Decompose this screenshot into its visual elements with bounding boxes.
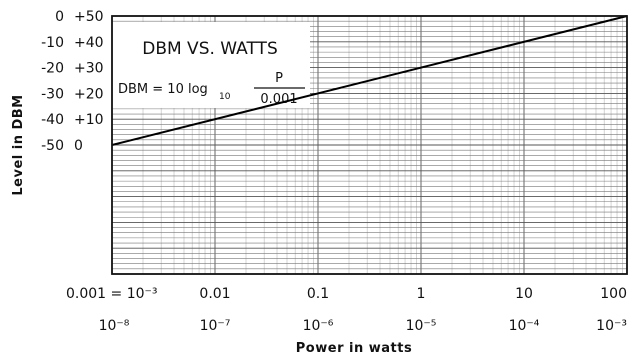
series-line <box>111 15 628 146</box>
x-axis-title: Power in watts <box>296 341 412 356</box>
chart-title: DBM VS. WATTS <box>142 39 278 59</box>
y-axis-title: Level in DBM <box>11 94 26 195</box>
x-bottom-tick-label: 10⁻⁸ <box>99 318 130 334</box>
y-right-tick-label: +50 <box>74 9 104 25</box>
title-box: DBM VS. WATTS DBM = 10 log 10 P 0.001 <box>110 22 310 108</box>
formula-subscript: 10 <box>219 92 231 102</box>
y-left-tick-label: -30 <box>41 86 64 102</box>
y-right-tick-label: 0 <box>74 138 83 154</box>
y-left-tick-label: 0 <box>55 9 64 25</box>
y-right-tick-label: +10 <box>74 112 104 128</box>
x-top-tick-label: 1 <box>417 286 426 302</box>
x-bottom-tick-label: 10⁻⁴ <box>509 318 540 334</box>
y-left-tick-label: -50 <box>41 138 64 154</box>
y-left-tick-label: -10 <box>41 35 64 51</box>
x-top-tick-label: 10 <box>515 286 533 302</box>
formula-numerator: P <box>275 71 283 86</box>
x-top-tick-label: 0.01 <box>199 286 230 302</box>
y-left-tick-label: -20 <box>41 61 64 77</box>
y-right-tick-label: +20 <box>74 86 104 102</box>
plot-frame <box>111 15 628 275</box>
y-right-tick-label: +40 <box>74 35 104 51</box>
x-top-tick-label: 0.1 <box>307 286 329 302</box>
x-top-tick-label: 0.001 = 10⁻³ <box>66 286 158 302</box>
tick-labels: -50 -40 -30 -20 -10 0 0 +10 +20 +30 +40 +50 0.001 = … <box>41 9 627 334</box>
x-bottom-tick-label: 10⁻⁵ <box>406 318 437 334</box>
x-bottom-tick-label: 10⁻⁶ <box>303 318 334 334</box>
x-top-tick-label: 100 <box>600 286 627 302</box>
formula-lhs: DBM = 10 log <box>118 82 208 97</box>
y-right-tick-label: +30 <box>74 61 104 77</box>
x-bottom-tick-label: 10⁻³ <box>596 318 627 334</box>
formula-denominator: 0.001 <box>260 92 297 107</box>
y-left-tick-label: -40 <box>41 112 64 128</box>
x-bottom-tick-label: 10⁻⁷ <box>200 318 231 334</box>
